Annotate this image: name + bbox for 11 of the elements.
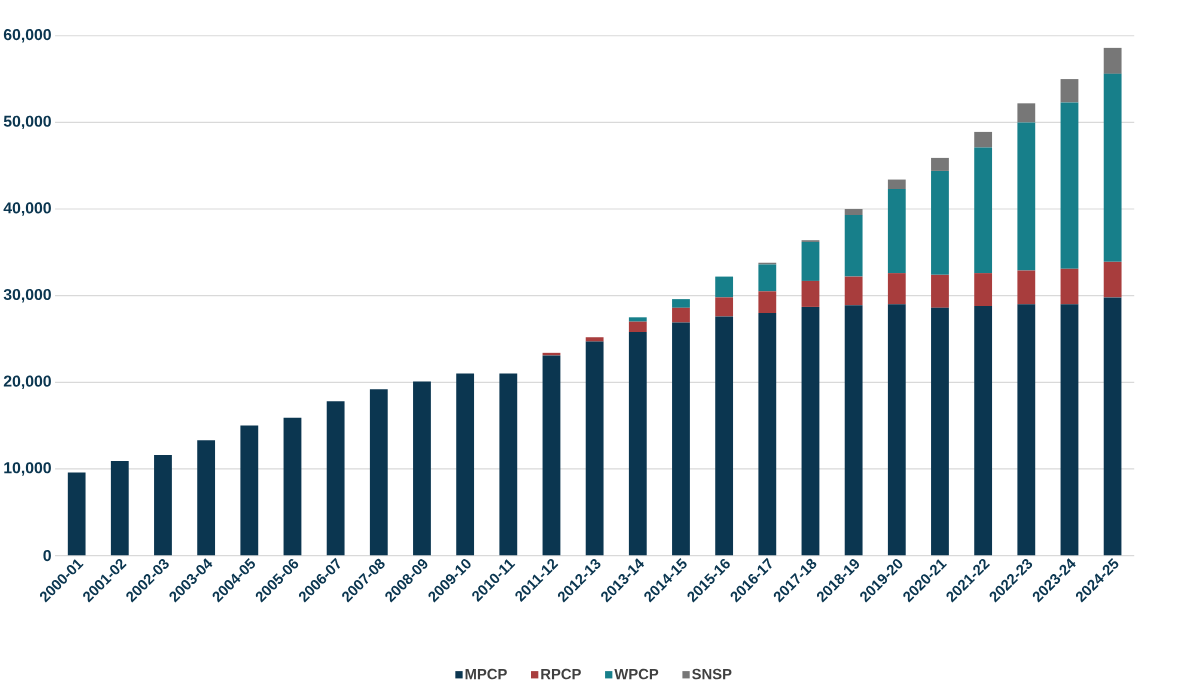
y-tick-label: 30,000 [3,289,51,303]
y-tick-label: 20,000 [3,375,51,390]
legend-label: MPCP [465,669,507,680]
y-tick-label: 40,000 [3,202,51,216]
y-tick-label: 10,000 [4,462,51,476]
legend-label: WPCP [614,669,659,680]
y-tick-label: 50,000 [3,115,51,130]
legend-label: RPCP [541,669,581,680]
legend-label: SNSP [692,669,732,680]
y-tick-label: 60,000 [3,29,51,43]
y-tick-label: 0 [43,550,51,562]
